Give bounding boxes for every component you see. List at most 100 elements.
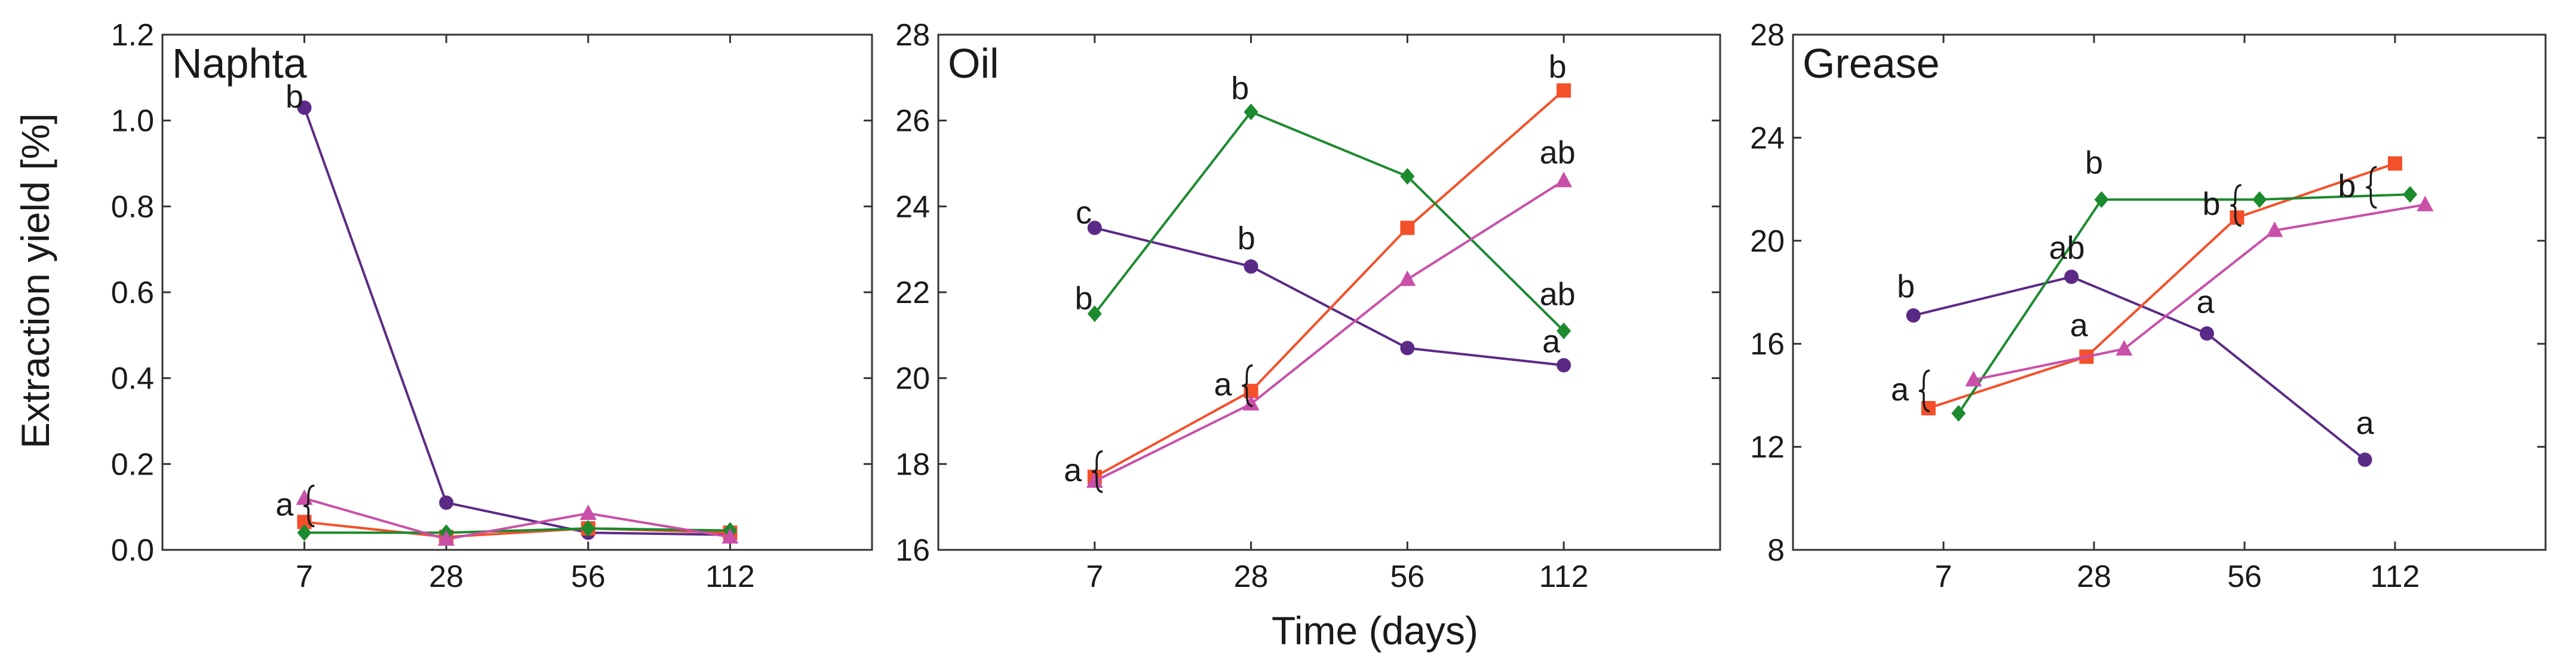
y-tick-label: 16 [1750, 327, 1785, 362]
data-point-pink [721, 528, 739, 544]
data-point-green [581, 520, 595, 537]
significance-letter: ab [1540, 277, 1576, 313]
y-axis-label: Extraction yield [%] [13, 113, 57, 448]
y-tick-label: 28 [1750, 18, 1785, 53]
data-point-purple [439, 495, 454, 510]
grouping-brace [1092, 450, 1103, 493]
y-tick-label: 0.2 [111, 447, 154, 482]
series-line-pink [1094, 179, 1565, 482]
significance-letter: b [1238, 221, 1255, 256]
significance-letter: b [1897, 269, 1915, 305]
series-line-purple [1094, 227, 1564, 367]
x-tick-label: 56 [1390, 559, 1424, 594]
significance-letter: b [2085, 145, 2103, 181]
data-point-purple [2357, 452, 2372, 467]
data-point-green [1556, 322, 1571, 339]
series-line-purple [1913, 276, 2366, 461]
x-tick-label: 112 [705, 559, 755, 594]
data-point-pink [1555, 172, 1573, 188]
panel-title: Grease [1803, 40, 1940, 87]
data-point-purple [1400, 341, 1415, 356]
grouping-brace [303, 484, 315, 528]
data-point-green [2403, 186, 2418, 203]
series-line-orange [1094, 89, 1565, 478]
data-point-pink [1399, 270, 1416, 286]
grouping-brace [1242, 364, 1253, 408]
plot-frame [1792, 33, 2547, 551]
data-point-orange [1400, 221, 1415, 235]
y-tick-label: 0.0 [111, 533, 154, 568]
x-tick-label: 28 [429, 559, 463, 594]
y-tick-label: 20 [895, 362, 930, 396]
significance-letter: a [1891, 372, 1909, 408]
significance-letter: a [2070, 307, 2089, 343]
grouping-brace [2366, 166, 2377, 209]
grouping-brace [1918, 369, 1930, 412]
series-line-pink [1973, 203, 2425, 381]
data-point-green [1244, 103, 1258, 121]
x-tick-label: 7 [1935, 559, 1952, 594]
x-tick-label: 28 [2077, 559, 2111, 594]
significance-letter: b [1549, 49, 1567, 85]
x-axis-label: Time (days) [1272, 608, 1478, 653]
significance-letter: ab [1540, 135, 1576, 171]
data-point-purple [2064, 270, 2079, 284]
data-point-green [2094, 191, 2109, 208]
data-point-purple [1906, 308, 1921, 323]
significance-letter: a [1064, 452, 1082, 488]
data-point-orange [2388, 156, 2402, 171]
data-point-pink [2417, 195, 2434, 212]
data-point-purple [2200, 326, 2214, 341]
significance-letter: b [1074, 281, 1092, 317]
significance-letter: b [285, 79, 303, 115]
x-tick-label: 56 [2227, 559, 2262, 594]
data-point-purple [297, 100, 312, 115]
y-tick-label: 0.8 [111, 189, 154, 224]
data-point-orange [1556, 83, 1571, 98]
data-point-purple [1087, 221, 1102, 235]
data-point-purple [1244, 259, 1258, 274]
y-tick-label: 0.6 [111, 276, 154, 310]
series-line-green [1094, 110, 1565, 332]
y-tick-label: 24 [1750, 121, 1785, 155]
x-tick-label: 7 [296, 559, 313, 594]
series-line-orange [1928, 162, 2396, 409]
data-point-pink [1242, 394, 1260, 411]
significance-letter: ab [2049, 230, 2085, 266]
significance-letter: a [2196, 284, 2215, 320]
y-tick-label: 0.4 [111, 362, 154, 396]
data-point-purple [1556, 358, 1571, 373]
data-point-pink [579, 504, 597, 520]
y-tick-label: 24 [895, 189, 930, 224]
data-point-pink [1965, 371, 1982, 387]
data-point-green [1951, 405, 1966, 422]
significance-letter: a [275, 487, 294, 523]
significance-letter: a [1214, 366, 1232, 402]
significance-letter: c [1076, 195, 1092, 231]
data-point-pink [2116, 339, 2133, 356]
series-line-pink [304, 497, 730, 541]
series-line-green [304, 527, 730, 534]
significance-letter: b [1231, 71, 1249, 106]
x-tick-label: 7 [1086, 559, 1103, 594]
panel-title: Oil [948, 40, 999, 87]
x-tick-label: 112 [1539, 559, 1589, 594]
data-point-green [297, 524, 312, 541]
data-point-green [2252, 191, 2267, 208]
x-tick-label: 28 [1234, 559, 1269, 594]
data-point-pink [438, 530, 455, 546]
series-line-green [1957, 193, 2411, 414]
y-tick-label: 22 [895, 276, 930, 310]
y-tick-label: 1.2 [111, 18, 154, 53]
significance-letter: a [1542, 324, 1561, 360]
data-point-green [1400, 168, 1415, 185]
plot-frame [937, 33, 1721, 551]
panel-title: Naphta [172, 40, 307, 87]
y-tick-label: 18 [895, 447, 930, 482]
y-tick-label: 20 [1750, 224, 1785, 259]
data-point-green [1087, 305, 1102, 322]
y-tick-label: 12 [1750, 430, 1785, 465]
